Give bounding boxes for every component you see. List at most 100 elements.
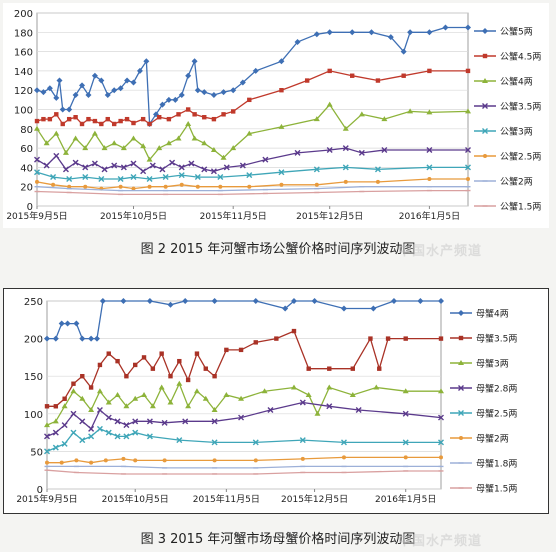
legend-label: 公蟹3.5两 (500, 101, 541, 113)
legend-marker (458, 410, 464, 416)
data-point (161, 419, 168, 426)
data-point (427, 68, 432, 74)
data-point (342, 164, 349, 171)
data-point (427, 176, 432, 181)
series-4 (44, 425, 444, 455)
caption-fig2: 图 2 2015 年河蟹市场公蟹价格时间序列波动图 (140, 242, 416, 257)
data-point (252, 67, 259, 74)
data-point (111, 140, 118, 146)
data-point (123, 433, 130, 440)
data-point (375, 78, 381, 83)
series-line (36, 189, 468, 196)
data-point (41, 116, 46, 122)
series-6 (34, 186, 471, 192)
legend-marker (458, 335, 464, 341)
data-point (246, 172, 253, 179)
data-point (70, 410, 77, 417)
data-point (73, 320, 80, 327)
data-point (158, 384, 165, 390)
series-3 (34, 145, 471, 175)
data-point (104, 92, 111, 99)
series-1 (44, 328, 444, 409)
data-point (159, 166, 166, 173)
data-point (79, 335, 86, 342)
watermark-2: 中国水产频道 (398, 534, 483, 549)
x-tick-label: 2015年9月5日 (16, 493, 77, 505)
data-point (88, 433, 95, 440)
data-point (56, 77, 63, 84)
legend-item: 母蟹3两 (450, 358, 509, 370)
data-point (114, 418, 121, 425)
data-point (279, 182, 284, 187)
chart-panel-female: 0 50 100 150 200 250 2015年9月5日 2015年10月5日 2015年1… (3, 288, 549, 514)
data-point (326, 384, 333, 390)
data-point (252, 439, 259, 446)
data-point (230, 87, 237, 94)
data-point (299, 399, 306, 406)
data-point (178, 92, 185, 99)
data-point (314, 182, 319, 187)
data-point (74, 458, 79, 463)
legend-marker (483, 154, 487, 158)
data-point (83, 184, 88, 189)
data-point (407, 29, 414, 36)
data-point (123, 403, 130, 409)
data-point (194, 351, 200, 356)
data-point (62, 396, 67, 401)
y-tick-label: 200 (24, 335, 43, 346)
data-point (105, 414, 112, 421)
data-point (162, 174, 169, 181)
data-point (150, 366, 156, 371)
data-point (211, 439, 218, 446)
data-point (43, 140, 50, 146)
data-point (417, 298, 424, 304)
data-point (239, 79, 246, 86)
data-point (52, 429, 59, 436)
data-point (99, 121, 104, 127)
data-point (340, 305, 347, 312)
data-point (176, 380, 183, 386)
legend-marker (458, 360, 464, 365)
data-point (120, 298, 127, 304)
data-point (46, 85, 53, 92)
data-point (61, 440, 68, 447)
data-point (349, 29, 356, 36)
data-point (72, 159, 79, 166)
legend-item: 公蟹1.5两 (474, 201, 541, 213)
data-point (381, 116, 388, 122)
y-tick-label: 180 (14, 28, 33, 39)
series-line (36, 103, 469, 161)
legend-item: 公蟹3.5两 (474, 101, 541, 113)
legend-label: 公蟹1.5两 (500, 201, 541, 213)
data-point (326, 403, 333, 410)
data-point (185, 107, 191, 112)
y-tick-label: 0 (37, 485, 43, 496)
x-tick-label: 2015年11月5日 (193, 493, 260, 505)
data-point (60, 121, 65, 127)
legend-marker (482, 103, 488, 109)
data-point (267, 407, 274, 414)
data-point (203, 366, 208, 371)
data-point (157, 115, 162, 120)
data-point (59, 460, 64, 465)
data-point (34, 125, 40, 131)
series-3 (44, 399, 444, 440)
legend-label: 公蟹2.5两 (500, 151, 541, 163)
data-point (426, 147, 433, 154)
legend-marker (482, 53, 488, 59)
data-point (167, 399, 174, 405)
data-point (262, 156, 269, 163)
legend-label: 母蟹2两 (476, 433, 509, 445)
y-tick-label: 100 (24, 410, 43, 421)
series-line (36, 186, 468, 192)
legend-item: 公蟹3两 (474, 126, 533, 138)
data-point (252, 298, 259, 304)
data-point (61, 403, 68, 409)
data-point (168, 374, 173, 379)
y-tick-label: 80 (20, 125, 33, 136)
data-point (211, 407, 218, 413)
data-point (294, 149, 301, 156)
legend-label: 母蟹1.8两 (476, 458, 517, 470)
data-point (402, 388, 409, 394)
data-point (175, 135, 182, 141)
